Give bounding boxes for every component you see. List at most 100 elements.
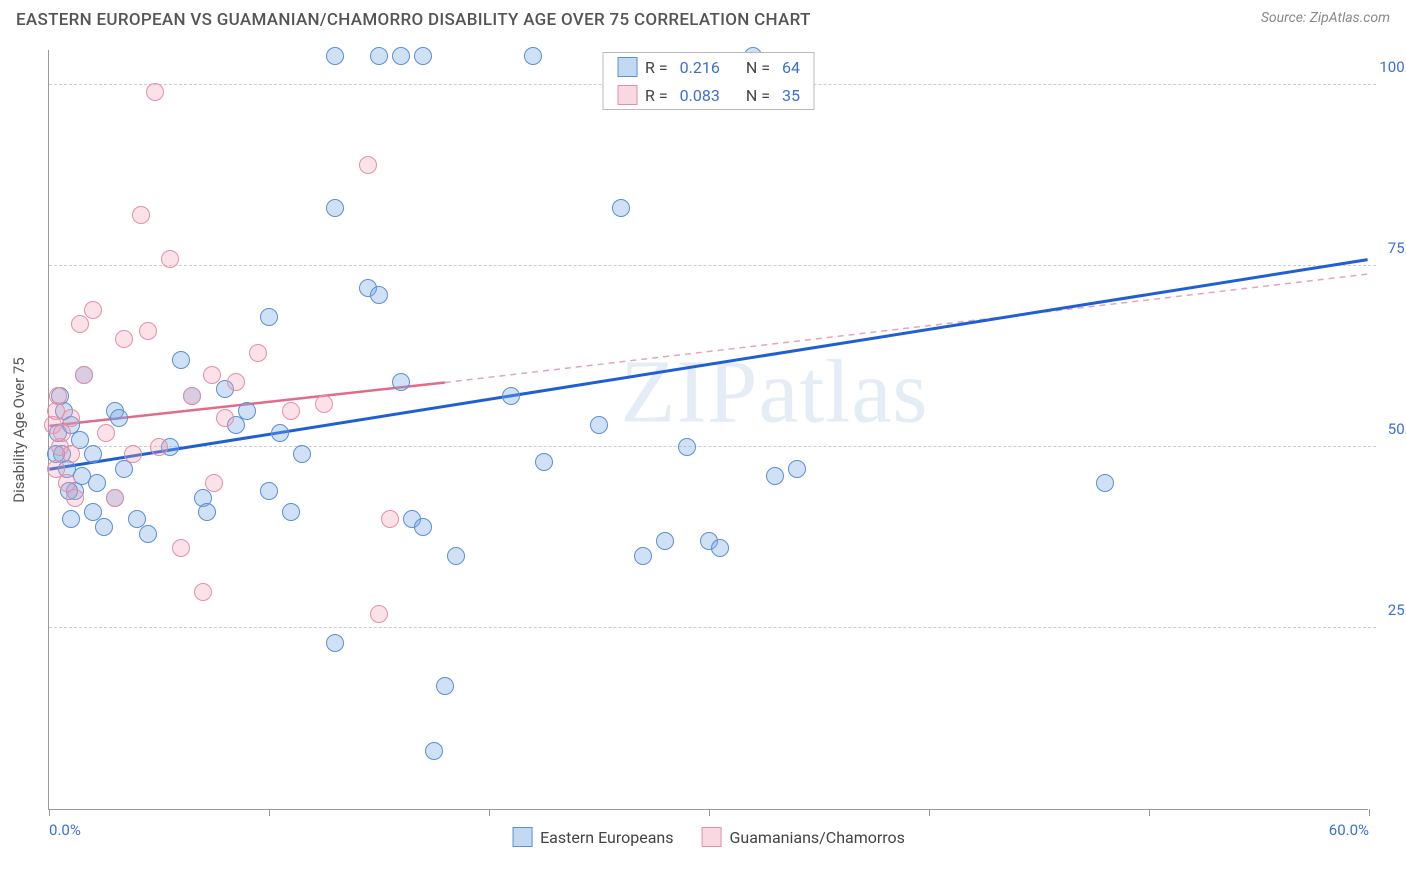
data-point <box>84 301 102 319</box>
data-point <box>370 605 388 623</box>
data-point <box>678 438 696 456</box>
legend-row-series-b: R = 0.083 N = 35 <box>603 81 814 109</box>
legend-label: Guamanians/Chamorros <box>730 828 905 847</box>
legend-n-value: 64 <box>782 58 800 77</box>
data-point <box>590 416 608 434</box>
data-point <box>502 387 520 405</box>
legend-r-label: R = <box>645 58 668 77</box>
data-point <box>414 47 432 65</box>
legend-n-value: 35 <box>782 86 800 105</box>
data-point <box>315 395 333 413</box>
data-point <box>788 460 806 478</box>
data-point <box>132 206 150 224</box>
x-tick <box>269 809 270 816</box>
data-point <box>524 47 542 65</box>
data-point <box>124 445 142 463</box>
data-point <box>203 366 221 384</box>
legend-row-series-a: R = 0.216 N = 64 <box>603 53 814 81</box>
data-point <box>62 445 80 463</box>
data-point <box>139 525 157 543</box>
y-tick-label: 100.0% <box>1379 58 1406 76</box>
data-point <box>1096 474 1114 492</box>
data-point <box>436 677 454 695</box>
data-point <box>198 503 216 521</box>
y-tick-label: 25.0% <box>1388 601 1406 619</box>
data-point <box>535 453 553 471</box>
data-point <box>271 424 289 442</box>
data-point <box>110 409 128 427</box>
data-point <box>146 83 164 101</box>
chart-title: EASTERN EUROPEAN VS GUAMANIAN/CHAMORRO D… <box>16 10 811 30</box>
data-point <box>425 742 443 760</box>
legend-r-value: 0.083 <box>680 86 720 105</box>
data-point <box>359 156 377 174</box>
data-point <box>392 47 410 65</box>
data-point <box>172 539 190 557</box>
x-tick <box>709 809 710 816</box>
y-tick-label: 50.0% <box>1388 420 1406 438</box>
data-point <box>326 47 344 65</box>
data-point <box>227 373 245 391</box>
data-point <box>95 518 113 536</box>
data-point <box>612 199 630 217</box>
data-point <box>75 366 93 384</box>
data-point <box>370 47 388 65</box>
data-point <box>172 351 190 369</box>
data-point <box>326 634 344 652</box>
trend-line <box>49 260 1367 470</box>
y-tick-label: 75.0% <box>1388 239 1406 257</box>
data-point <box>194 583 212 601</box>
legend-item: Guamanians/Chamorros <box>702 827 905 847</box>
data-point <box>161 250 179 268</box>
data-point <box>84 445 102 463</box>
data-point <box>49 387 67 405</box>
data-point <box>293 445 311 463</box>
data-point <box>711 539 729 557</box>
x-tick <box>1149 809 1150 816</box>
data-point <box>183 387 201 405</box>
trend-line <box>445 274 1368 382</box>
swatch-icon <box>617 57 637 77</box>
data-point <box>282 503 300 521</box>
legend-n-label: N = <box>746 86 770 105</box>
legend-r-label: R = <box>645 86 668 105</box>
legend-item: Eastern Europeans <box>512 827 673 847</box>
data-point <box>238 402 256 420</box>
data-point <box>73 467 91 485</box>
source-attribution: Source: ZipAtlas.com <box>1261 10 1390 26</box>
data-point <box>150 438 168 456</box>
data-point <box>62 510 80 528</box>
x-tick <box>929 809 930 816</box>
data-point <box>282 402 300 420</box>
swatch-icon <box>617 85 637 105</box>
series-legend: Eastern Europeans Guamanians/Chamorros <box>512 827 905 847</box>
data-point <box>71 315 89 333</box>
swatch-icon <box>512 827 532 847</box>
data-point <box>249 344 267 362</box>
correlation-legend: R = 0.216 N = 64 R = 0.083 N = 35 <box>602 52 815 110</box>
data-point <box>216 409 234 427</box>
data-point <box>97 424 115 442</box>
data-point <box>115 330 133 348</box>
data-point <box>88 474 106 492</box>
data-point <box>634 547 652 565</box>
data-point <box>260 308 278 326</box>
data-point <box>381 510 399 528</box>
data-point <box>106 489 124 507</box>
data-point <box>766 467 784 485</box>
trend-lines <box>49 50 1368 809</box>
data-point <box>370 286 388 304</box>
data-point <box>656 532 674 550</box>
x-tick <box>489 809 490 816</box>
x-tick-label: 0.0% <box>49 821 81 839</box>
x-tick <box>1369 809 1370 816</box>
legend-label: Eastern Europeans <box>540 828 673 847</box>
scatter-chart: Disability Age Over 75 ZIPatlas 25.0%50.… <box>48 50 1368 810</box>
x-tick-label: 60.0% <box>1329 821 1369 839</box>
data-point <box>205 474 223 492</box>
data-point <box>392 373 410 391</box>
data-point <box>414 518 432 536</box>
data-point <box>260 482 278 500</box>
data-point <box>139 322 157 340</box>
legend-r-value: 0.216 <box>680 58 720 77</box>
